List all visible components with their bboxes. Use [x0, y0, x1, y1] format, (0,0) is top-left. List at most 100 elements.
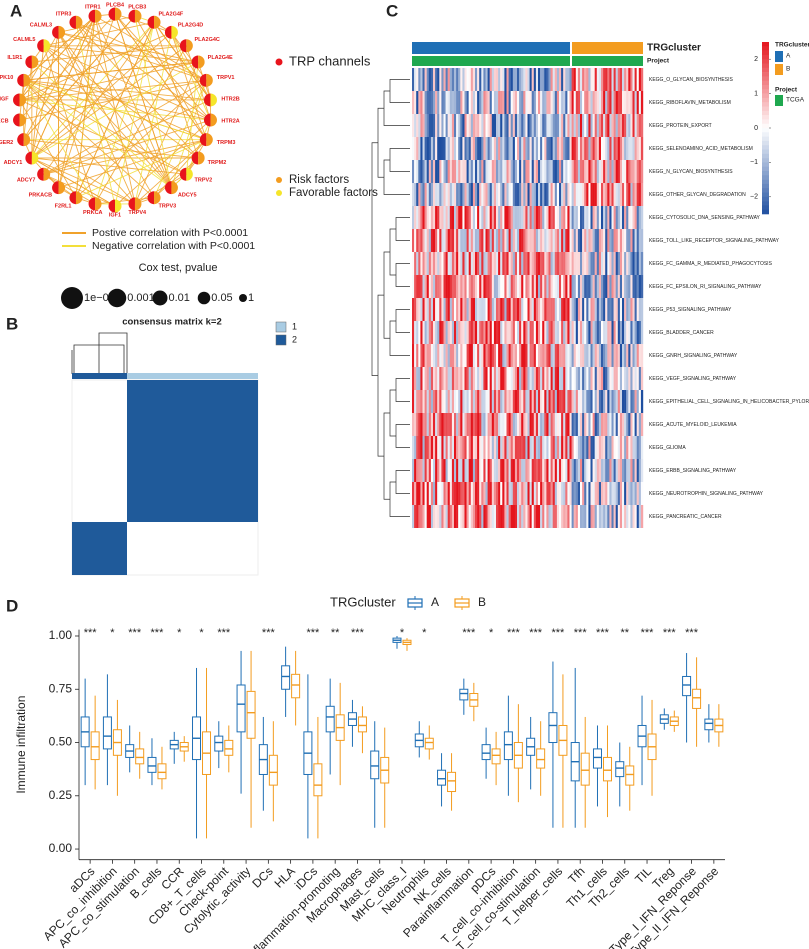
- heatmap-cell: [596, 68, 600, 91]
- heatmap-cell: [615, 91, 618, 114]
- heatmap-cell: [424, 459, 427, 482]
- heatmap-cell: [443, 68, 446, 91]
- heatmap-cell: [533, 482, 537, 505]
- heatmap-cell: [517, 137, 520, 160]
- heatmap-cell: [527, 275, 530, 298]
- box: [224, 739, 234, 756]
- heatmap-cell: [567, 482, 570, 505]
- heatmap-cell: [435, 344, 438, 367]
- legend-label: 2: [292, 334, 297, 344]
- heatmap-cell: [456, 160, 459, 183]
- heatmap-cell: [552, 275, 555, 298]
- heatmap-cell: [567, 321, 570, 344]
- heatmap-cell: [514, 344, 518, 367]
- heatmap-cell: [418, 436, 421, 459]
- heatmap-cell: [441, 183, 444, 206]
- heatmap-cell: [477, 160, 480, 183]
- heatmap-cell: [636, 91, 639, 114]
- heatmap-cell: [437, 252, 440, 275]
- heatmap-cell: [493, 298, 497, 321]
- heatmap-cell: [567, 206, 570, 229]
- heatmap-cell: [437, 390, 440, 413]
- heatmap-cell: [458, 482, 461, 505]
- heatmap-cell: [510, 252, 513, 275]
- heatmap-cell: [533, 390, 537, 413]
- heatmap-cell: [550, 413, 553, 436]
- heatmap-cell: [636, 459, 639, 482]
- legend-label: TCGA: [786, 97, 805, 104]
- heatmap-cell: [454, 229, 457, 252]
- box: [424, 737, 434, 750]
- heatmap-cell: [468, 183, 471, 206]
- heatmap-cell: [601, 413, 604, 436]
- heatmap-cell: [462, 206, 465, 229]
- heatmap-cell: [525, 413, 528, 436]
- heatmap-cell: [485, 436, 488, 459]
- heatmap-cell: [485, 229, 488, 252]
- heatmap-cell: [569, 298, 572, 321]
- heatmap-cell: [468, 68, 471, 91]
- heatmap-cell: [512, 390, 516, 413]
- heatmap-cell: [496, 68, 499, 91]
- heatmap-cell: [567, 298, 570, 321]
- heatmap-cell: [571, 321, 574, 344]
- size-dot: [61, 287, 83, 309]
- heatmap-cell: [626, 91, 629, 114]
- row-label: KEGG_EPITHELIAL_CELL_SIGNALING_IN_HELICO…: [649, 399, 809, 405]
- colorbar-cell: [762, 67, 769, 73]
- heatmap-cell: [586, 68, 589, 91]
- edge: [23, 80, 136, 205]
- heatmap-cell: [437, 137, 440, 160]
- heatmap-cell: [603, 252, 606, 275]
- heatmap-cell: [548, 68, 551, 91]
- heatmap-cell: [504, 160, 507, 183]
- heatmap-cell: [493, 344, 497, 367]
- heatmap-cell: [525, 252, 528, 275]
- heatmap-cell: [510, 183, 513, 206]
- heatmap-cell: [611, 68, 614, 91]
- heatmap-cell: [596, 367, 600, 390]
- heatmap-cell: [451, 275, 455, 298]
- heatmap-cell: [538, 436, 541, 459]
- heatmap-cell: [607, 436, 610, 459]
- heatmap-cell: [517, 321, 520, 344]
- heatmap-cell: [428, 459, 432, 482]
- heatmap-cell: [481, 275, 484, 298]
- heatmap-cell: [630, 275, 633, 298]
- heatmap-cell: [542, 344, 545, 367]
- heatmap-cell: [613, 482, 616, 505]
- heatmap-cell: [437, 413, 440, 436]
- heatmap-cell: [580, 367, 583, 390]
- heatmap-cell: [542, 275, 545, 298]
- heatmap-cell: [594, 206, 597, 229]
- heatmap-cell: [550, 91, 553, 114]
- dendrogram-branch: [395, 217, 410, 241]
- heatmap-cell: [542, 229, 545, 252]
- heatmap-cell: [546, 206, 549, 229]
- heatmap-cell: [603, 91, 606, 114]
- heatmap-cell: [622, 482, 625, 505]
- heatmap-cell: [607, 344, 610, 367]
- heatmap-cell: [420, 344, 423, 367]
- heatmap-cell: [519, 160, 522, 183]
- heatmap-cell: [636, 298, 639, 321]
- heatmap-cell: [458, 114, 461, 137]
- box: [602, 756, 612, 782]
- heatmap-cell: [449, 344, 453, 367]
- heatmap-cell: [422, 436, 425, 459]
- heatmap-cell: [580, 298, 583, 321]
- heatmap-cell: [508, 390, 511, 413]
- heatmap-cell: [441, 413, 444, 436]
- heatmap-cell: [611, 275, 614, 298]
- heatmap-cell: [569, 229, 572, 252]
- legend-swatch: [775, 64, 783, 75]
- heatmap-cell: [567, 229, 570, 252]
- heatmap-cell: [622, 114, 625, 137]
- heatmap-cell: [548, 505, 551, 528]
- heatmap-cell: [508, 436, 511, 459]
- heatmap-cell: [481, 252, 484, 275]
- heatmap-cell: [592, 505, 595, 528]
- heatmap-cell: [441, 298, 444, 321]
- heatmap-cell: [498, 505, 501, 528]
- edge: [43, 22, 155, 175]
